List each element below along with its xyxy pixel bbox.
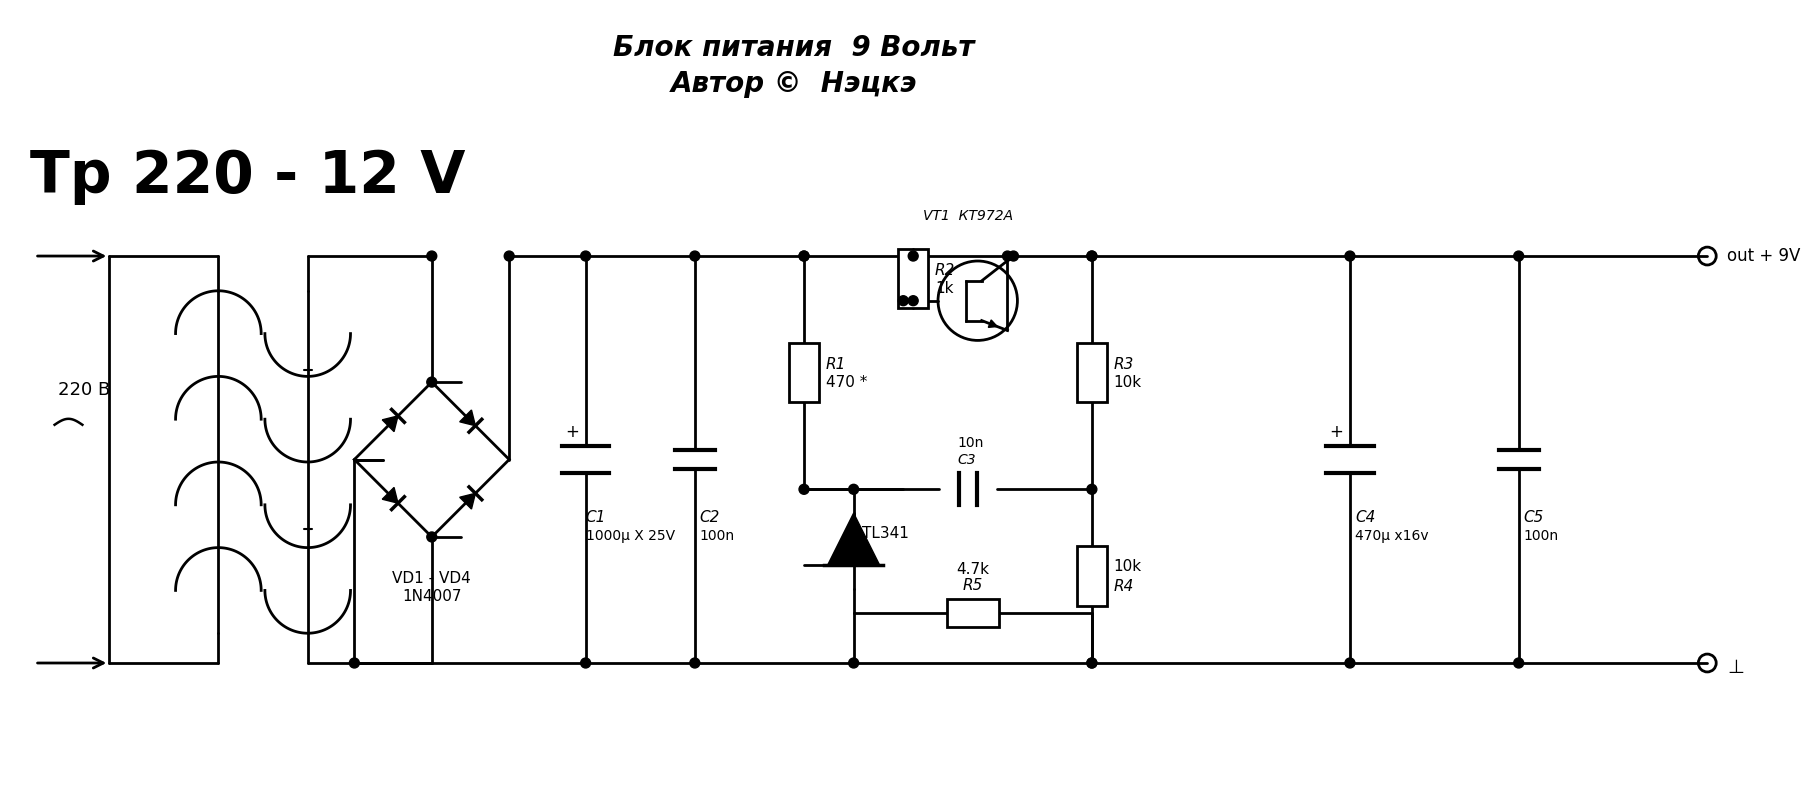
Text: 10n: 10n <box>959 436 984 449</box>
Text: 10k: 10k <box>1114 558 1142 573</box>
Text: +: + <box>1330 422 1343 441</box>
Circle shape <box>799 251 808 261</box>
Circle shape <box>428 532 437 542</box>
Text: +: + <box>565 422 578 441</box>
Circle shape <box>899 296 908 305</box>
Text: VD1 - VD4: VD1 - VD4 <box>393 571 471 586</box>
Polygon shape <box>382 487 399 503</box>
Circle shape <box>580 658 591 668</box>
Text: C1: C1 <box>585 509 605 524</box>
Text: 1N4007: 1N4007 <box>402 589 462 604</box>
Polygon shape <box>988 320 997 327</box>
Circle shape <box>1002 251 1013 261</box>
Circle shape <box>350 658 359 668</box>
Bar <box>948 600 998 627</box>
Polygon shape <box>828 513 879 565</box>
Circle shape <box>1087 658 1096 668</box>
Text: 470 *: 470 * <box>826 375 868 390</box>
Circle shape <box>1513 251 1524 261</box>
Text: 470μ x16v: 470μ x16v <box>1355 529 1428 543</box>
Text: R5: R5 <box>962 578 982 593</box>
Text: VT1  КТ972А: VT1 КТ972А <box>922 210 1013 223</box>
Circle shape <box>1087 658 1096 668</box>
Circle shape <box>799 484 808 494</box>
Text: Блок питания  9 Вольт: Блок питания 9 Вольт <box>612 33 975 62</box>
Text: R3: R3 <box>1114 358 1134 373</box>
Text: C5: C5 <box>1524 509 1544 524</box>
Text: TL341: TL341 <box>861 527 908 542</box>
Circle shape <box>580 251 591 261</box>
Bar <box>1076 547 1107 606</box>
Text: C3: C3 <box>959 452 977 467</box>
Circle shape <box>1345 658 1355 668</box>
Circle shape <box>690 658 699 668</box>
Circle shape <box>1345 251 1355 261</box>
Circle shape <box>848 658 859 668</box>
Text: Тр 220 - 12 V: Тр 220 - 12 V <box>29 148 466 205</box>
Text: 1000μ X 25V: 1000μ X 25V <box>585 529 674 543</box>
Text: 10k: 10k <box>1114 375 1142 390</box>
Circle shape <box>428 251 437 261</box>
Text: R1: R1 <box>826 358 846 373</box>
Text: 4.7k: 4.7k <box>957 562 989 577</box>
Circle shape <box>428 377 437 387</box>
Text: Автор ©  Нэцкэ: Автор © Нэцкэ <box>670 70 917 98</box>
Polygon shape <box>460 494 475 509</box>
Circle shape <box>1087 251 1096 261</box>
Circle shape <box>1087 251 1096 261</box>
Circle shape <box>690 251 699 261</box>
Text: R2: R2 <box>935 263 955 278</box>
Text: 220 В: 220 В <box>58 381 111 399</box>
Bar <box>1076 343 1107 403</box>
Polygon shape <box>382 416 399 432</box>
Text: C2: C2 <box>699 509 719 524</box>
Text: 100n: 100n <box>699 529 736 543</box>
Text: out + 9V: out + 9V <box>1727 247 1801 265</box>
Circle shape <box>908 296 919 305</box>
Bar <box>899 248 928 308</box>
Circle shape <box>848 484 859 494</box>
Circle shape <box>1513 658 1524 668</box>
Circle shape <box>1087 484 1096 494</box>
Circle shape <box>504 251 515 261</box>
Circle shape <box>1009 251 1018 261</box>
Text: R4: R4 <box>1114 578 1134 593</box>
Circle shape <box>908 251 919 261</box>
Text: 100n: 100n <box>1524 529 1558 543</box>
Bar <box>788 343 819 403</box>
Text: 1k: 1k <box>935 281 953 296</box>
Text: ⊥: ⊥ <box>1727 658 1745 677</box>
Circle shape <box>799 251 808 261</box>
Text: C4: C4 <box>1355 509 1375 524</box>
Polygon shape <box>460 410 475 426</box>
